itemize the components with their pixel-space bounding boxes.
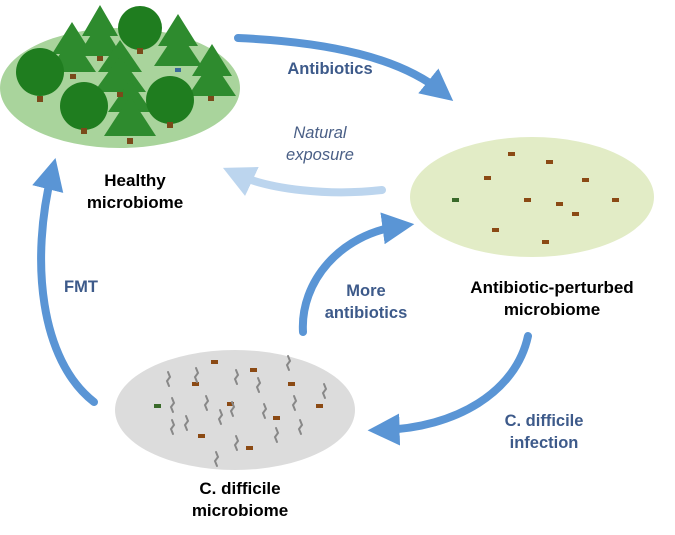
perturbed-label-line1: Antibiotic-perturbed	[470, 278, 634, 297]
more-antibiotics-line2: antibiotics	[324, 304, 408, 322]
bacteria-cluster	[192, 360, 323, 450]
forest-icon	[16, 5, 236, 144]
spore-icons	[165, 355, 328, 467]
healthy-microbiome-node	[0, 5, 240, 148]
natural-exposure-line1: Natural	[293, 124, 347, 142]
healthy-label: Healthy microbiome	[70, 170, 200, 214]
cdiff-infection-line1: C. difficile	[504, 412, 584, 430]
cdiff-infection-label: C. difficile infection	[488, 410, 600, 454]
cdiff-microbiome-node	[115, 350, 355, 470]
healthy-label-line2: microbiome	[86, 193, 184, 212]
perturbed-label: Antibiotic-perturbed microbiome	[446, 277, 658, 321]
cdiff-label: C. difficile microbiome	[170, 478, 310, 522]
cdiff-label-line1: C. difficile	[199, 479, 281, 498]
perturbed-microbiome-node	[410, 137, 654, 257]
natural-exposure-label: Natural exposure	[270, 122, 370, 166]
bacteria-cluster	[484, 152, 619, 244]
natural-exposure-arrow	[222, 167, 386, 197]
cdiff-infection-line2: infection	[509, 434, 579, 452]
more-antibiotics-line1: More	[346, 282, 386, 300]
antibiotics-arrow	[234, 34, 454, 102]
more-antibiotics-arrow	[298, 212, 415, 336]
cdiff-label-line2: microbiome	[191, 501, 289, 520]
perturbed-label-line2: microbiome	[503, 300, 601, 319]
more-antibiotics-label: More antibiotics	[312, 280, 420, 324]
healthy-label-line1: Healthy	[104, 171, 166, 190]
natural-exposure-line2: exposure	[286, 146, 354, 164]
cdiff-infection-arrow	[367, 332, 532, 446]
antibiotics-label: Antibiotics	[287, 60, 373, 78]
fmt-label: FMT	[64, 278, 98, 296]
fmt-arrow	[32, 158, 98, 406]
